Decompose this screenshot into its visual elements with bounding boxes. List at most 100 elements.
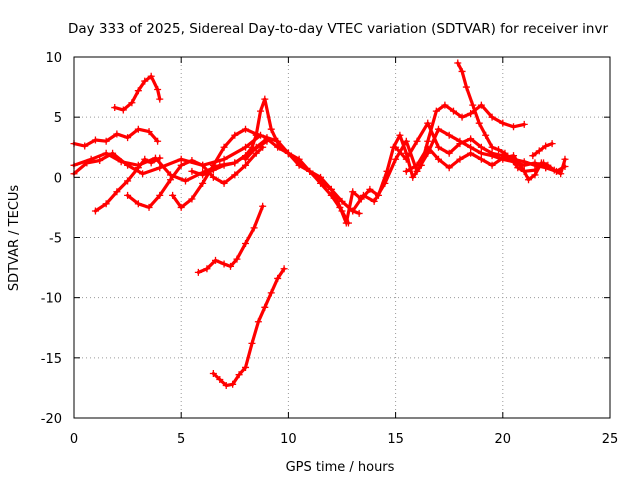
data-point — [250, 224, 258, 232]
data-point — [434, 143, 442, 151]
data-point — [242, 125, 250, 133]
data-point — [81, 142, 89, 150]
data-point — [188, 156, 196, 164]
data-point — [141, 155, 149, 163]
data-point — [252, 149, 260, 157]
y-tick-label: -20 — [41, 412, 62, 427]
data-point — [402, 137, 410, 145]
y-tick-label: -10 — [41, 292, 62, 307]
data-point — [445, 164, 453, 172]
y-axis-label: SDTVAR / TECUs — [7, 185, 22, 292]
data-point — [145, 128, 153, 136]
data-point — [456, 155, 464, 163]
y-tick-label: 10 — [45, 51, 62, 66]
x-tick-label: 10 — [280, 432, 297, 447]
data-point — [327, 185, 335, 193]
data-point — [231, 171, 239, 179]
data-point — [531, 171, 539, 179]
data-point — [111, 104, 119, 112]
data-point — [355, 209, 363, 217]
data-point — [177, 203, 185, 211]
data-point — [102, 137, 110, 145]
data-point — [216, 375, 224, 383]
data-series-arc-10 — [194, 202, 267, 276]
data-series-arc-4 — [91, 154, 164, 215]
data-point — [413, 167, 421, 175]
data-point — [102, 149, 110, 157]
data-point — [209, 166, 217, 174]
data-point — [544, 161, 552, 169]
data-point — [525, 176, 533, 184]
data-point — [548, 140, 556, 148]
data-point — [154, 137, 162, 145]
data-point — [424, 143, 432, 151]
data-point — [267, 289, 275, 297]
data-point — [402, 155, 410, 163]
data-point — [134, 164, 142, 172]
data-point — [445, 131, 453, 139]
data-point — [274, 143, 282, 151]
data-point — [220, 179, 228, 187]
data-point — [252, 131, 260, 139]
series-line — [125, 145, 265, 209]
data-point — [424, 119, 432, 127]
data-point — [295, 155, 303, 163]
data-point — [477, 149, 485, 157]
data-point — [242, 240, 250, 248]
x-tick-label: 25 — [602, 432, 619, 447]
data-point — [469, 101, 477, 109]
data-point — [263, 135, 271, 143]
data-series-arc-17 — [529, 140, 556, 160]
data-point — [482, 131, 490, 139]
x-axis-label: GPS time / hours — [286, 460, 395, 475]
data-point — [261, 303, 269, 311]
x-tick-label: 5 — [177, 432, 185, 447]
data-point — [124, 177, 132, 185]
data-point — [91, 207, 99, 215]
data-point — [445, 149, 453, 157]
data-point — [254, 318, 262, 326]
data-point — [203, 265, 211, 273]
data-point — [220, 161, 228, 169]
data-point — [274, 274, 282, 282]
data-point — [499, 119, 507, 127]
data-point — [177, 155, 185, 163]
data-point — [199, 179, 207, 187]
data-point — [242, 143, 250, 151]
data-point — [242, 363, 250, 371]
series-line — [531, 142, 554, 158]
x-tick-label: 20 — [495, 432, 512, 447]
data-point — [475, 119, 483, 127]
data-point — [233, 255, 241, 263]
data-point — [456, 140, 464, 148]
data-point — [392, 155, 400, 163]
data-point — [359, 191, 367, 199]
data-point — [467, 110, 475, 118]
data-point — [156, 191, 164, 199]
data-point — [124, 191, 132, 199]
data-point — [102, 200, 110, 208]
series-line — [243, 137, 361, 215]
data-point — [257, 107, 265, 115]
data-point — [199, 161, 207, 169]
data-point — [147, 159, 155, 167]
x-tick-label: 0 — [70, 432, 78, 447]
series-line — [113, 74, 162, 112]
data-point — [542, 142, 550, 150]
data-series-arc-9 — [242, 135, 363, 217]
y-tick-label: -5 — [49, 232, 62, 247]
data-point — [510, 152, 518, 160]
data-point — [327, 191, 335, 199]
data-point — [242, 161, 250, 169]
data-point — [87, 155, 95, 163]
data-point — [477, 101, 485, 109]
y-tick-label: 5 — [54, 111, 62, 126]
data-point — [458, 113, 466, 121]
data-point — [141, 77, 149, 85]
data-point — [177, 161, 185, 169]
data-point — [454, 59, 462, 67]
x-tick-label: 15 — [387, 432, 404, 447]
data-point — [113, 130, 121, 138]
data-series-arc-11 — [209, 265, 288, 390]
